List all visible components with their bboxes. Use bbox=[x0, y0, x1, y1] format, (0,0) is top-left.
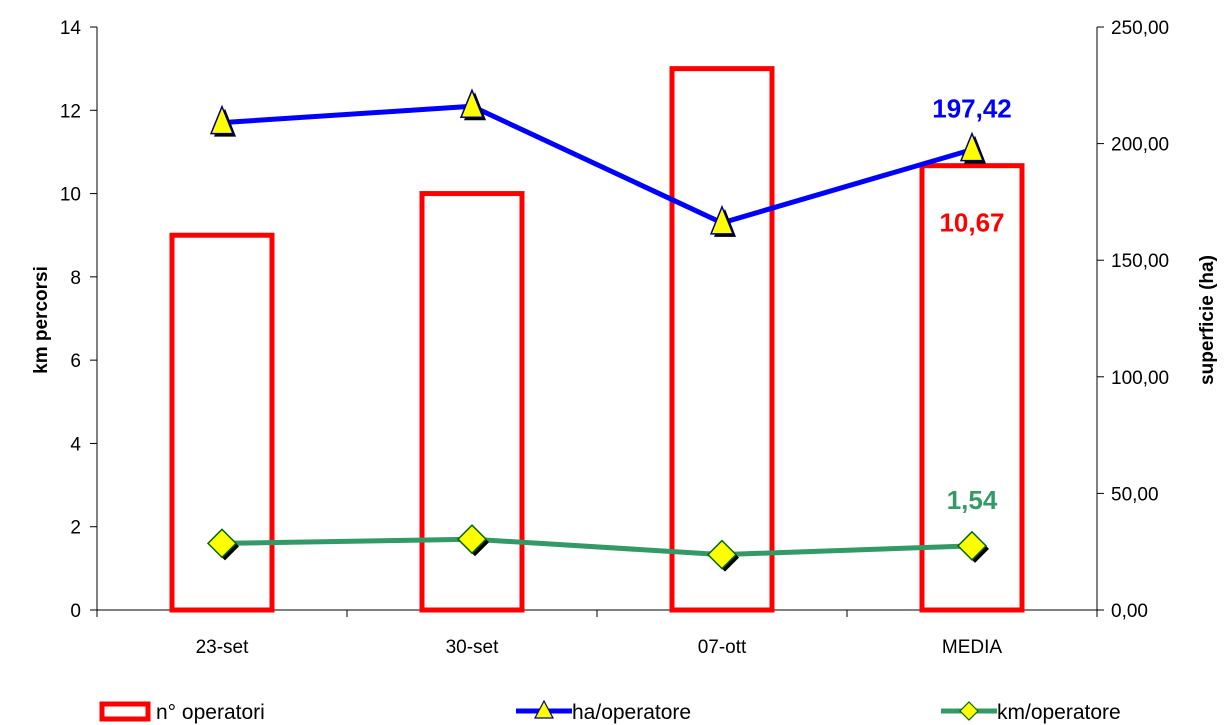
data-label: 197,42 bbox=[932, 94, 1012, 124]
diamond-marker bbox=[206, 528, 238, 559]
series-line bbox=[221, 536, 973, 558]
legend-diamond-marker bbox=[959, 701, 979, 721]
y-right-tick-label: 150,00 bbox=[1111, 251, 1169, 272]
y-left-tick-label: 2 bbox=[70, 518, 81, 539]
bar bbox=[419, 191, 525, 613]
triangle-marker bbox=[709, 204, 735, 235]
y-left-tick-label: 0 bbox=[70, 601, 81, 622]
triangle-marker bbox=[459, 88, 485, 119]
y-axis-right-title: superficie (ha) bbox=[1197, 255, 1218, 385]
y-left-tick-label: 6 bbox=[70, 351, 81, 372]
legend-swatch-bar bbox=[99, 701, 151, 722]
data-label: 1,54 bbox=[947, 485, 998, 515]
legend-label: n° operatori bbox=[156, 701, 265, 724]
legend: n° operatori ha/operatore km/operatore bbox=[99, 699, 1121, 724]
series-line bbox=[221, 103, 973, 226]
y-right-tick-label: 50,00 bbox=[1111, 484, 1159, 505]
y-right-tick-label: 200,00 bbox=[1111, 135, 1169, 156]
axes: 0 2 4 6 8 10 12 14 0,00 50,00 100,00 150,00 200,00 25… bbox=[60, 18, 1169, 658]
data-labels: 10,67 197,42 1,54 bbox=[932, 94, 1012, 515]
y-left-tick-label: 8 bbox=[70, 268, 81, 289]
data-label: 10,67 bbox=[939, 208, 1004, 238]
bars bbox=[169, 66, 1025, 613]
x-tick-label: MEDIA bbox=[942, 637, 1003, 658]
triangle-marker bbox=[959, 131, 985, 162]
y-left-tick-label: 12 bbox=[60, 101, 81, 122]
x-tick-label: 23-set bbox=[196, 637, 250, 658]
y-left-tick-label: 14 bbox=[60, 18, 82, 39]
diamond-marker bbox=[456, 524, 488, 555]
bar bbox=[169, 232, 275, 613]
legend-label: ha/operatore bbox=[572, 701, 691, 724]
y-right-tick-label: 0,00 bbox=[1111, 601, 1148, 622]
x-tick-label: 07-ott bbox=[698, 637, 747, 658]
y-left-tick-label: 10 bbox=[60, 185, 81, 206]
diamond-marker bbox=[706, 539, 738, 570]
bar bbox=[919, 163, 1025, 613]
legend-triangle-marker bbox=[534, 699, 554, 719]
y-left-tick-label: 4 bbox=[70, 434, 81, 455]
triangle-marker bbox=[209, 104, 235, 135]
bar bbox=[669, 66, 775, 613]
y-right-tick-label: 100,00 bbox=[1111, 368, 1169, 389]
y-right-tick-label: 250,00 bbox=[1111, 18, 1169, 39]
x-tick-label: 30-set bbox=[446, 637, 500, 658]
y-axis-left-title: km percorsi bbox=[31, 266, 52, 374]
diamond-marker bbox=[956, 530, 988, 561]
lines bbox=[206, 88, 989, 572]
legend-label: km/operatore bbox=[997, 701, 1121, 724]
